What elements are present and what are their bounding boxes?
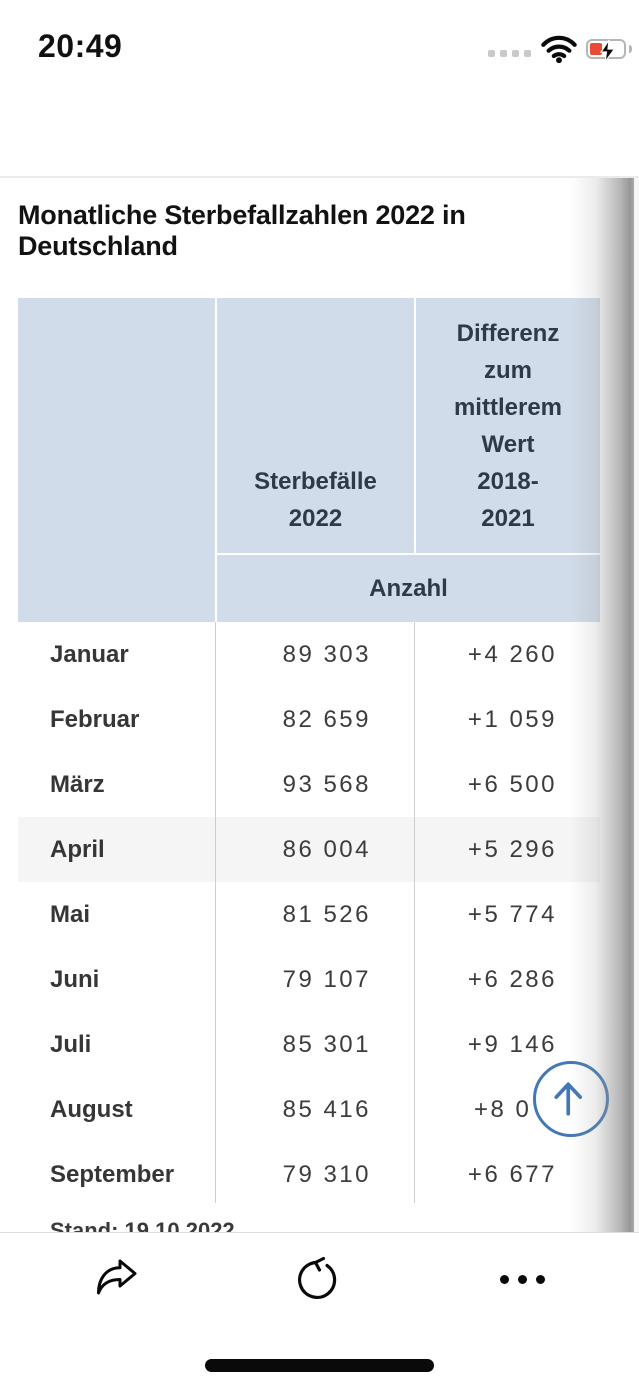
table-header: Sterbefälle 2022 Differenz zum mittlerem… xyxy=(18,298,600,622)
wifi-icon xyxy=(540,35,578,64)
cellular-signal-icon xyxy=(488,50,531,57)
table-row: September 79 310 +6 677 xyxy=(50,1161,557,1188)
status-bar: 20:49 xyxy=(0,0,639,90)
home-indicator[interactable] xyxy=(205,1359,434,1372)
mortality-table: Sterbefälle 2022 Differenz zum mittlerem… xyxy=(18,298,600,1207)
clock: 20:49 xyxy=(38,28,123,64)
table-body: Januar 89 303 +4 260 Februar 82 659 +1 0… xyxy=(18,622,600,1207)
table-row: August 85 416 +8 0 xyxy=(50,1096,532,1123)
battery-cap xyxy=(629,45,632,53)
table-row: Juli 85 301 +9 146 xyxy=(50,1031,557,1058)
unit-header-anzahl: Anzahl xyxy=(369,574,448,602)
more-options-icon[interactable] xyxy=(498,1257,546,1301)
battery-charging-icon xyxy=(586,39,626,63)
share-icon[interactable] xyxy=(93,1255,141,1303)
reload-icon[interactable] xyxy=(296,1255,344,1303)
status-icons xyxy=(488,35,634,64)
scroll-to-top-button[interactable] xyxy=(533,1061,609,1137)
stand-footnote: Stand: 19.10.2022 xyxy=(50,1218,235,1232)
page-right-edge xyxy=(634,178,639,1232)
table-row-highlighted: April 86 004 +5 296 xyxy=(18,817,600,882)
table-row: Mai 81 526 +5 774 xyxy=(50,901,557,928)
table-row: Februar 82 659 +1 059 xyxy=(50,706,557,733)
table-row: März 93 568 +6 500 xyxy=(50,771,557,798)
table-row: Juni 79 107 +6 286 xyxy=(50,966,557,993)
column-header-sterbefaelle: Sterbefälle 2022 xyxy=(254,468,377,532)
web-page-content: Monatliche Sterbefallzahlen 2022 in Deut… xyxy=(0,178,639,1232)
column-header-differenz: Differenz zum mittlerem Wert 2018- 2021 xyxy=(453,320,563,532)
table-row: Januar 89 303 +4 260 xyxy=(50,641,557,668)
article-heading: Monatliche Sterbefallzahlen 2022 in Deut… xyxy=(18,200,466,261)
browser-nav-bar: Sterbefallzahlen i... www.destatis.de xyxy=(0,90,639,250)
